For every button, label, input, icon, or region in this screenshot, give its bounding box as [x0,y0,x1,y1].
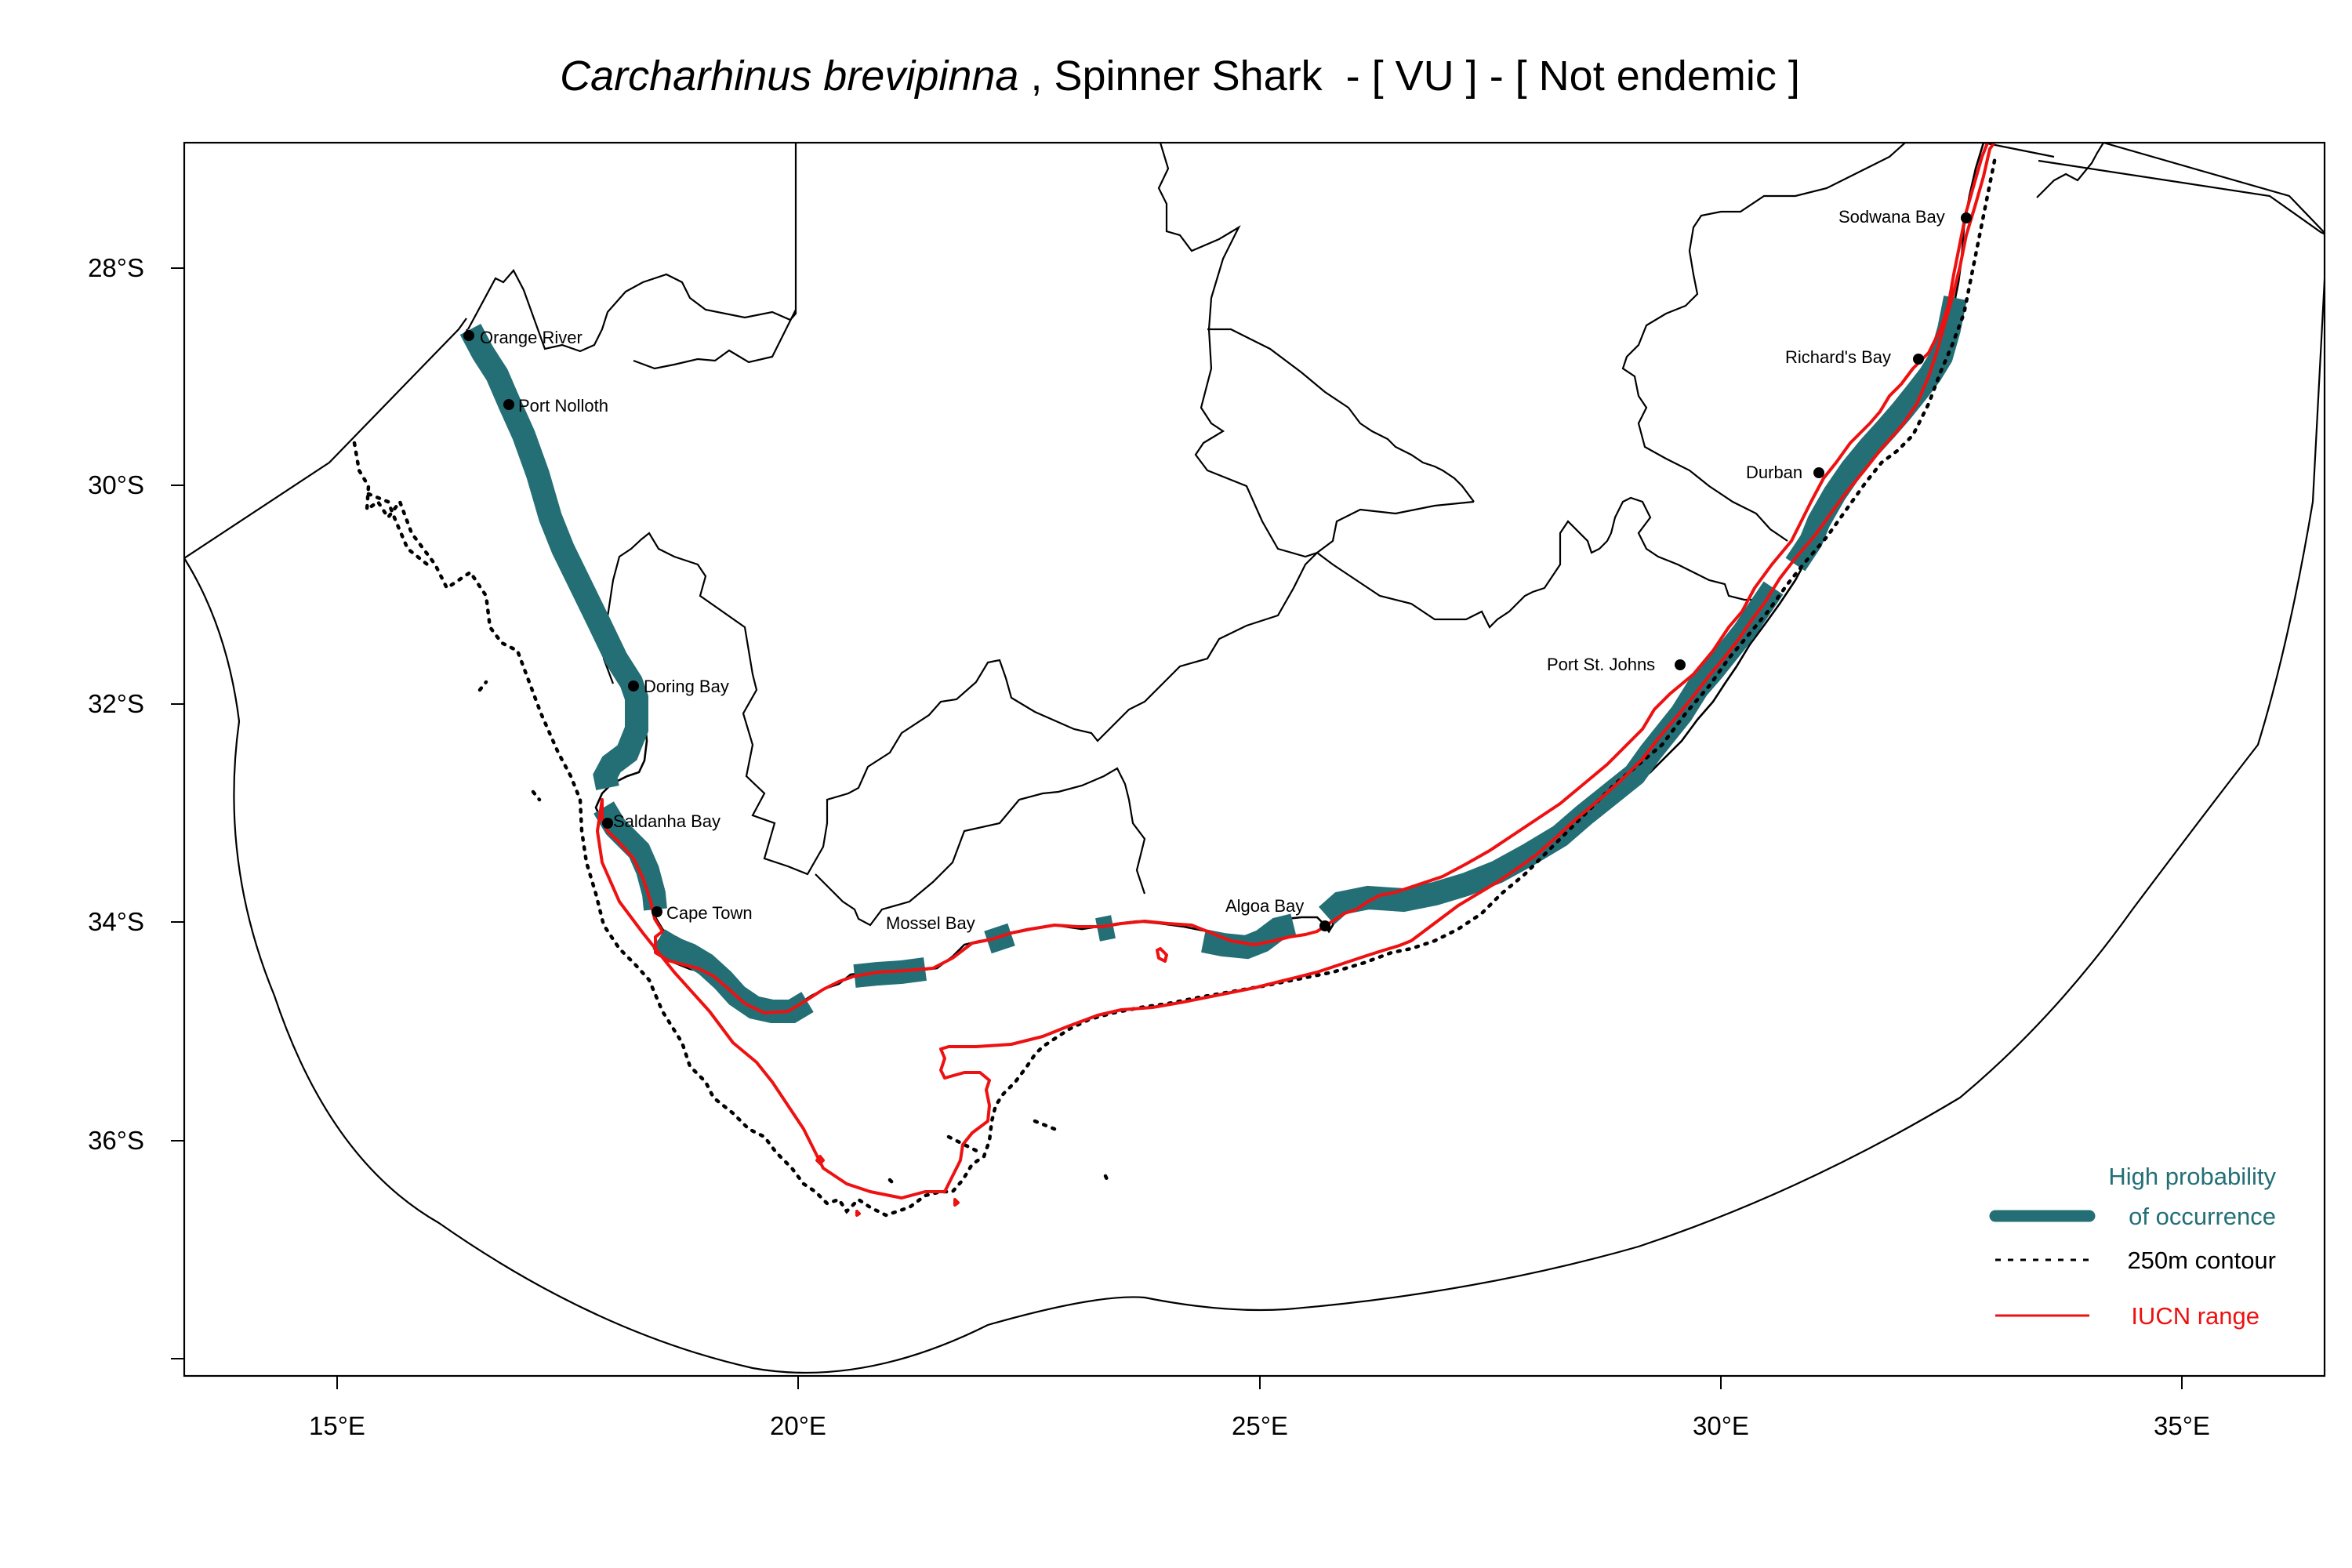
title-rest: , Spinner Shark - [ VU ] - [ Not endemic… [1018,53,1799,100]
y-axis [171,267,184,1359]
title-species: Carcharhinus brevipinna [560,53,1018,100]
x-tick-30e: 30°E [1693,1411,1749,1440]
occurrence-cape-south [652,929,814,1023]
legend-occurrence-line1: High probability [2108,1163,2276,1190]
port-st-johns-dot [1675,659,1686,670]
place-label-algoa-bay: Algoa Bay [1225,896,1304,916]
legend-contour-label: 250m contour [2127,1247,2276,1274]
plot-frame [183,141,2326,1377]
y-tick-32s: 32°S [88,689,144,718]
place-label-doring-bay: Doring Bay [644,677,729,696]
port-nolloth-dot [503,399,514,410]
occurrence-west-coast [459,323,648,790]
y-tick-labels: 28°S 30°S 32°S 34°S 36°S [88,253,144,1155]
richards-bay-dot [1913,354,1924,365]
y-tick-28s: 28°S [88,253,144,282]
iucn-range [596,143,1997,1217]
occurrence-kzn [1785,296,1967,572]
orange-river-dot [463,330,474,341]
doring-bay-dot [628,681,639,691]
place-labels: Orange River Port Nolloth Doring Bay Sal… [480,207,1945,933]
place-label-mossel-bay: Mossel Bay [886,913,975,933]
place-label-cape-town: Cape Town [666,903,753,923]
x-tick-20e: 20°E [770,1411,826,1440]
y-tick-36s: 36°S [88,1126,144,1155]
y-tick-30s: 30°S [88,470,144,499]
place-markers [463,212,1972,931]
x-tick-15e: 15°E [309,1411,365,1440]
eez-boundary [184,159,2325,1374]
place-label-sodwana-bay: Sodwana Bay [1838,207,1945,227]
occurrence-east-coast [1319,581,1784,925]
sodwana-bay-dot [1961,212,1972,223]
place-label-saldanha-bay: Saldanha Bay [613,811,720,831]
y-tick-34s: 34°S [88,907,144,936]
place-label-port-nolloth: Port Nolloth [518,396,608,416]
map-area: Orange River Port Nolloth Doring Bay Sal… [184,143,2325,1374]
saldanha-bay-dot [602,818,613,829]
legend-occurrence-line2: of occurrence [2129,1203,2276,1230]
durban-dot [1813,467,1824,478]
coastline [465,143,1985,1015]
x-tick-labels: 15°E 20°E 25°E 30°E 35°E [309,1411,2210,1440]
algoa-bay-dot [1319,920,1330,931]
contour-250m [352,154,1998,1218]
place-label-richards-bay: Richard's Bay [1785,347,1891,367]
occurrence-saldanha [593,801,667,911]
legend-iucn-label: IUCN range [2131,1302,2259,1330]
cape-town-dot [652,906,662,917]
province-borders [467,143,2325,927]
iucn-range-outline [596,143,1997,1200]
x-tick-25e: 25°E [1232,1411,1288,1440]
legend: High probability of occurrence 250m cont… [1989,1163,2276,1330]
place-label-orange-river: Orange River [480,328,583,347]
x-axis [336,1376,2183,1389]
place-label-port-st-johns: Port St. Johns [1547,655,1655,674]
x-tick-35e: 35°E [2154,1411,2210,1440]
place-label-durban: Durban [1746,463,1802,482]
map-title: Carcharhinus brevipinna , Spinner Shark … [560,53,1800,100]
